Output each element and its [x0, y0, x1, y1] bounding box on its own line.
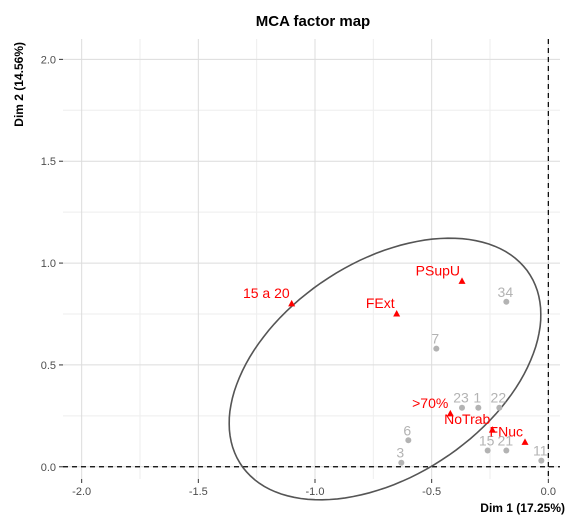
x-axis-label: Dim 1 (17.25%) [480, 501, 565, 515]
category-point [288, 299, 296, 307]
plot-area: 34 7 23 1 22 6 15 21 11 3 15 a 20 PSupU FExt >70%NoT… [63, 39, 560, 501]
individual-point [484, 447, 491, 454]
category-label: FNuc [490, 423, 523, 439]
x-tick-label: -1.0 [306, 486, 325, 498]
category-point [521, 438, 529, 445]
confidence-ellipse-path [228, 237, 542, 501]
individual-point [538, 457, 545, 464]
individual-label: 1 [473, 390, 481, 406]
y-tick-label: 0.0 [41, 462, 56, 474]
individual-label: 22 [491, 390, 507, 406]
category-label: >70% [412, 395, 448, 411]
individual-label: 23 [453, 390, 469, 406]
individual-label: 15 [479, 432, 495, 448]
individual-point [459, 404, 465, 411]
y-axis-label: Dim 2 (14.56%) [12, 42, 26, 127]
x-axis-ticks: -2.0 -1.5 -1.0 -0.5 0.0 [72, 479, 556, 498]
x-tick-label: 0.0 [541, 486, 556, 498]
category-point [488, 426, 496, 433]
individual-point [433, 345, 440, 352]
confidence-ellipse [228, 237, 542, 501]
individual-point [475, 404, 482, 411]
category-point [446, 409, 454, 417]
category-label: NoTrab [444, 411, 490, 427]
category-label: 15 a 20 [243, 285, 290, 301]
individual-label: 3 [396, 445, 404, 461]
individual-label: 34 [498, 284, 514, 300]
individual-point [405, 437, 412, 444]
individual-label: 21 [498, 432, 514, 448]
y-tick-label: 2.0 [41, 54, 56, 66]
individual-points: 34 7 23 1 22 6 15 21 11 3 [396, 284, 548, 466]
individual-label: 7 [431, 331, 439, 347]
y-tick-label: 1.5 [41, 156, 56, 168]
individual-label: 6 [403, 422, 411, 438]
category-label: PSupU [416, 262, 460, 278]
y-axis-ticks: 0.0 0.5 1.0 1.5 2.0 [41, 54, 63, 474]
category-point [393, 310, 401, 317]
y-tick-label: 0.5 [41, 360, 56, 372]
chart-title: MCA factor map [256, 13, 370, 30]
individual-point [398, 459, 405, 466]
individual-point [503, 298, 510, 305]
x-tick-label: -2.0 [72, 486, 91, 498]
category-point [458, 277, 466, 284]
individual-point [496, 404, 503, 411]
x-tick-label: -0.5 [422, 486, 441, 498]
x-tick-label: -1.5 [189, 486, 208, 498]
category-label: FExt [366, 295, 395, 311]
y-tick-label: 1.0 [41, 258, 56, 270]
grid-lines [63, 39, 560, 479]
reference-lines [63, 39, 560, 479]
individual-label: 11 [533, 443, 548, 459]
individual-point [503, 447, 510, 454]
